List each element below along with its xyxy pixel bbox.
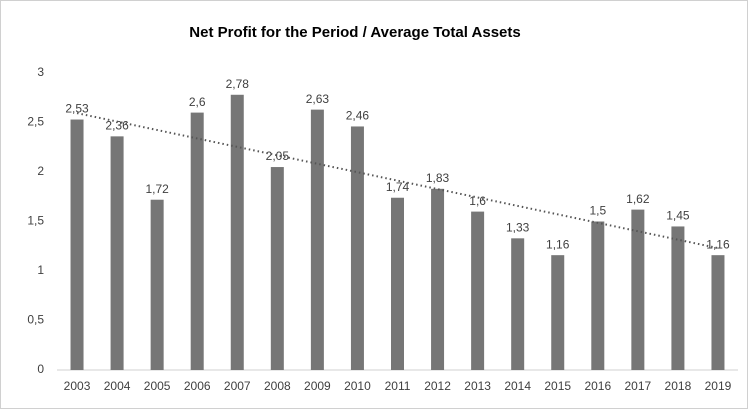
bar (391, 197, 404, 370)
data-label: 1,72 (145, 182, 169, 196)
x-tick-label: 2008 (264, 379, 291, 393)
bar (110, 136, 124, 370)
bar (270, 167, 284, 370)
y-tick-label: 2,5 (27, 115, 44, 129)
x-tick-label: 2016 (584, 379, 611, 393)
y-tick-label: 1,5 (27, 214, 44, 228)
bar (631, 209, 645, 370)
bar (431, 188, 445, 370)
data-label: 2,78 (226, 77, 250, 91)
x-tick-label: 2004 (104, 379, 131, 393)
y-tick-label: 3 (37, 65, 44, 79)
x-tick-label: 2009 (304, 379, 331, 393)
data-label: 1,33 (506, 221, 530, 235)
x-tick-label: 2007 (224, 379, 251, 393)
data-label: 1,45 (666, 209, 690, 223)
y-tick-label: 0 (37, 362, 44, 376)
bar (350, 126, 364, 371)
data-label: 1,16 (546, 237, 570, 251)
data-label: 1,74 (386, 180, 410, 194)
bar (511, 238, 525, 370)
chart-title: Net Profit for the Period / Average Tota… (189, 24, 520, 41)
data-label: 1,62 (626, 192, 650, 206)
bar (551, 255, 565, 370)
x-tick-label: 2019 (705, 379, 732, 393)
x-tick-label: 2011 (385, 379, 411, 393)
x-tick-label: 2017 (625, 379, 652, 393)
x-tick-label: 2006 (184, 379, 211, 393)
data-label: 2,36 (105, 119, 129, 133)
bar (70, 119, 84, 370)
data-label: 2,63 (306, 92, 330, 106)
data-label: 2,53 (65, 102, 89, 116)
x-tick-label: 2005 (144, 379, 171, 393)
data-label: 1,83 (426, 171, 450, 185)
trendline (76, 112, 719, 250)
x-tick-label: 2014 (504, 379, 531, 393)
bar (230, 94, 244, 370)
bar (591, 221, 605, 370)
x-tick-label: 2013 (464, 379, 491, 393)
data-label: 1,6 (469, 194, 486, 208)
bar (190, 112, 204, 370)
data-label: 2,6 (189, 95, 206, 109)
x-tick-label: 2003 (64, 379, 91, 393)
data-label: 1,5 (589, 204, 606, 218)
data-label: 2,46 (346, 109, 370, 123)
bar (671, 226, 685, 370)
bar (310, 109, 324, 370)
x-tick-label: 2018 (665, 379, 692, 393)
data-label: 1,16 (706, 237, 730, 251)
data-label: 2,05 (266, 149, 290, 163)
y-tick-label: 2 (37, 164, 44, 178)
bar (471, 211, 485, 370)
y-tick-label: 1 (37, 263, 44, 277)
x-tick-label: 2010 (344, 379, 371, 393)
x-tick-label: 2012 (424, 379, 451, 393)
bar (150, 199, 164, 370)
y-tick-label: 0,5 (27, 313, 44, 327)
x-tick-label: 2015 (544, 379, 571, 393)
bar (711, 255, 725, 370)
